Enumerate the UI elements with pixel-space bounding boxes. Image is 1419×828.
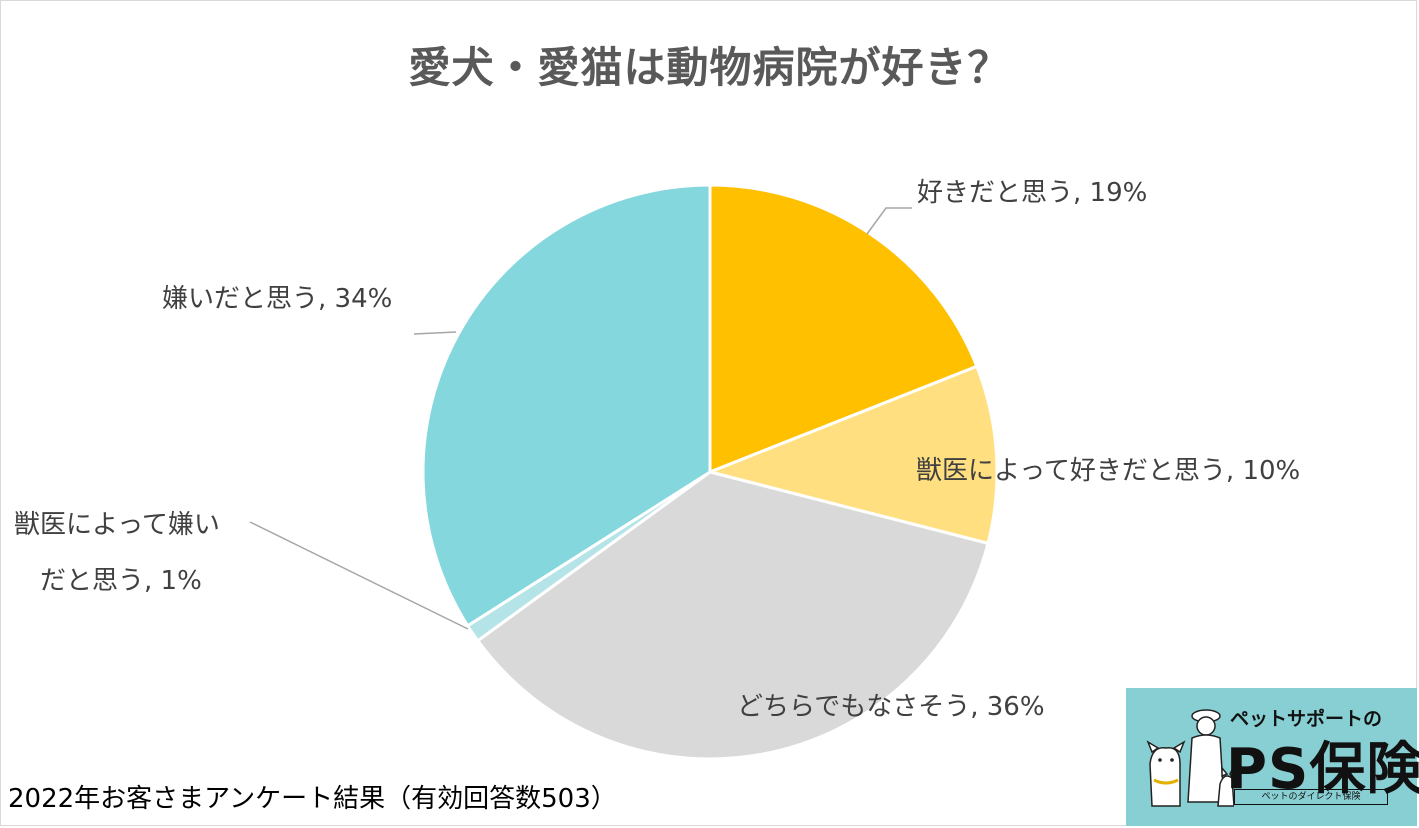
data-label-dislike-depends-on-vet-line2: だと思う, 1% [40, 566, 202, 596]
chart-title: 愛犬・愛猫は動物病院が好き？ [408, 43, 1011, 92]
data-label-like-depends-on-vet: 獣医によって好きだと思う, 10% [916, 456, 1301, 486]
leader-line-like [866, 207, 912, 235]
leader-line-dislike-depends-on-vet [249, 521, 469, 630]
pie-slice-like-depends-on-vet [705, 364, 999, 546]
logo-brand-name: PS保険 [1226, 737, 1419, 802]
data-label-like: 好きだと思う, 19% [917, 178, 1148, 208]
survey-footnote: 2022年お客さまアンケート結果（有効回答数503） [8, 784, 617, 814]
pie-slice-dislike [421, 183, 712, 628]
ps-hoken-logo: ペットサポートの PS保険 ペットのダイレクト保険 [1126, 688, 1419, 826]
pie-slice-neither [475, 470, 990, 761]
data-label-dislike: 嫌いだと思う, 34% [162, 284, 393, 314]
pet-owner-illustration [1146, 709, 1234, 807]
logo-subtitle: ペットのダイレクト保険 [1234, 789, 1388, 805]
logo-tagline: ペットサポートの [1230, 708, 1383, 730]
data-label-neither: どちらでもなさそう, 36% [737, 692, 1045, 722]
pie-slice-like [708, 183, 979, 475]
data-label-dislike-depends-on-vet-line1: 獣医によって嫌い [14, 510, 220, 540]
leader-line-dislike [413, 331, 457, 335]
